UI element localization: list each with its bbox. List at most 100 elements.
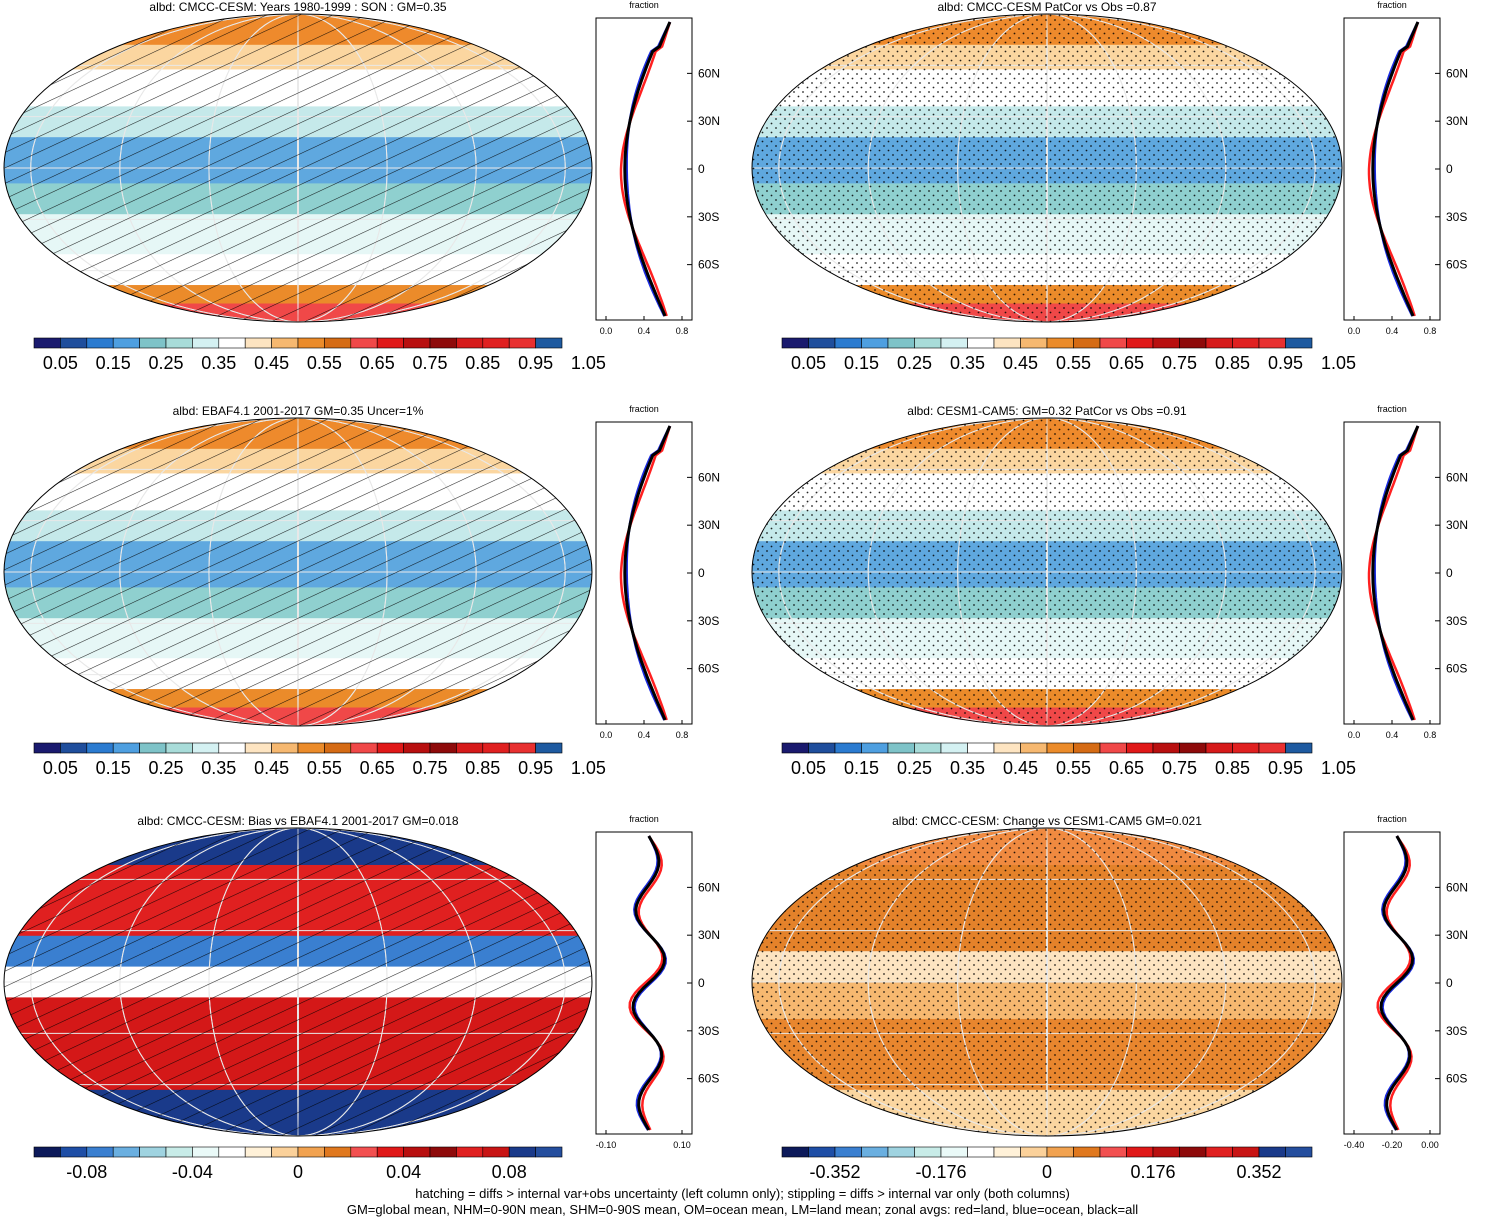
colorbar-tick-label: 0.85 [465, 758, 500, 778]
profile-lat-label: 30N [1446, 518, 1468, 532]
colorbar-tick-label: 0.08 [492, 1162, 527, 1182]
colorbar-swatch [60, 337, 88, 349]
colorbar-swatch [508, 337, 536, 349]
colorbar-swatch [1126, 742, 1154, 754]
profile-lat-label: 30N [698, 928, 720, 942]
colorbar-swatch [1205, 742, 1233, 754]
colorbar-swatch [244, 337, 272, 349]
profile-x-label: 0.0 [1348, 326, 1361, 336]
profile-lat-label: 30N [698, 518, 720, 532]
profile-x-label: 0.4 [638, 730, 651, 740]
colorbar-tick-label: 0.05 [43, 758, 78, 778]
panel-6: albd: CMCC-CESM: Change vs CESM1-CAM5 GM… [751, 814, 1468, 1182]
colorbar-swatch [324, 742, 352, 754]
colorbar-swatch [1020, 742, 1048, 754]
colorbar-swatch [350, 337, 378, 349]
map-outline [3, 417, 593, 727]
colorbar-swatch [1179, 742, 1207, 754]
colorbar-swatch [808, 742, 836, 754]
colorbar-swatch [535, 742, 563, 754]
colorbar-swatch [808, 337, 836, 349]
colorbar-swatch [535, 337, 563, 349]
colorbar-swatch [914, 337, 942, 349]
colorbar-swatch [86, 1146, 114, 1158]
profile-lat-label: 60N [698, 470, 720, 484]
colorbar-tick-label: 0.95 [1268, 758, 1303, 778]
colorbar-swatch [60, 742, 88, 754]
profile-frame [595, 421, 693, 725]
profile-title: fraction [629, 0, 659, 10]
colorbar-swatch [1046, 742, 1074, 754]
colorbar-tick-label: 0.55 [307, 758, 342, 778]
colorbar-swatch [429, 337, 457, 349]
profile-curve [1376, 835, 1413, 1131]
profile-x-label: 0.00 [1421, 1140, 1439, 1150]
colorbar-swatch [350, 1146, 378, 1158]
colorbar-swatch [967, 337, 995, 349]
colorbar-swatch [271, 742, 299, 754]
colorbar-swatch [781, 742, 809, 754]
profile-curve [1373, 425, 1420, 721]
zonal-profile: fraction 60N 30N 0 30S 60S -0.40 -0.20 0.00 [1343, 814, 1468, 1150]
colorbar-swatch [165, 742, 193, 754]
stippling-overlay [752, 418, 1342, 726]
map-field [752, 418, 1342, 726]
colorbar-tick-label: 0.15 [96, 758, 131, 778]
profile-lat-label: 30N [1446, 928, 1468, 942]
colorbar-tick-label: 0.45 [254, 353, 289, 373]
colorbar-swatch [887, 337, 915, 349]
colorbar-tick-label: 1.05 [1321, 353, 1356, 373]
profile-lat-label: 60S [1446, 662, 1467, 676]
profile-lat-label: 30N [1446, 114, 1468, 128]
colorbar-swatch [403, 742, 431, 754]
profile-title: fraction [1377, 0, 1407, 10]
colorbar: 0.05 0.15 0.25 0.35 0.45 0.55 0.65 0.75 0.85 0.95… [33, 742, 606, 778]
colorbar-swatch [940, 337, 968, 349]
profile-x-label: 0.10 [673, 1140, 691, 1150]
colorbar-swatch [403, 1146, 431, 1158]
profile-lat-label: 30S [1446, 210, 1467, 224]
colorbar-swatch [1099, 337, 1127, 349]
colorbar-swatch [1152, 742, 1180, 754]
colorbar-swatch [297, 1146, 325, 1158]
profile-curve [1367, 21, 1420, 317]
colorbar-swatch [940, 1146, 968, 1158]
profile-lat-label: 60N [1446, 880, 1468, 894]
map-outline [751, 827, 1343, 1137]
profile-x-label: -0.20 [1382, 1140, 1403, 1150]
colorbar-swatch [940, 742, 968, 754]
colorbar-swatch [781, 1146, 809, 1158]
colorbar-tick-label: 0.15 [844, 353, 879, 373]
zonal-profile: fraction 60N 30N 0 30S 60S 0.0 0.4 0.8 [595, 404, 720, 740]
colorbar-swatch [482, 742, 510, 754]
panel-2: albd: CMCC-CESM PatCor vs Obs =0.870.05 0… [751, 0, 1468, 373]
colorbar-swatch [139, 742, 167, 754]
colorbar-tick-label: 0.04 [386, 1162, 421, 1182]
colorbar-swatch [456, 337, 484, 349]
colorbar-swatch [1232, 1146, 1260, 1158]
profile-x-label: 0.8 [676, 326, 689, 336]
colorbar-swatch [993, 337, 1021, 349]
colorbar-swatch [244, 1146, 272, 1158]
colorbar-tick-label: -0.08 [66, 1162, 107, 1182]
colorbar-tick-label: 0.15 [96, 353, 131, 373]
colorbar-swatch [112, 337, 140, 349]
panel-5: albd: CMCC-CESM: Bias vs EBAF4.1 2001-20… [3, 814, 720, 1182]
panel-title: albd: EBAF4.1 2001-2017 GM=0.35 Uncer=1% [173, 404, 424, 418]
colorbar-swatch [218, 742, 246, 754]
stippling-overlay [752, 14, 1342, 322]
colorbar-swatch [112, 742, 140, 754]
colorbar-swatch [1073, 742, 1101, 754]
colorbar-tick-label: 0.85 [1215, 353, 1250, 373]
colorbar-swatch [993, 742, 1021, 754]
profile-curve [623, 21, 672, 317]
colorbar-swatch [1232, 337, 1260, 349]
colorbar-swatch [887, 742, 915, 754]
colorbar-swatch [1285, 1146, 1313, 1158]
profile-lat-label: 60N [1446, 470, 1468, 484]
colorbar-tick-label: 1.05 [1321, 758, 1356, 778]
profile-lat-label: 0 [698, 976, 705, 990]
colorbar-tick-label: 0.35 [950, 758, 985, 778]
profile-title: fraction [629, 404, 659, 414]
colorbar-tick-label: 0.55 [307, 353, 342, 373]
